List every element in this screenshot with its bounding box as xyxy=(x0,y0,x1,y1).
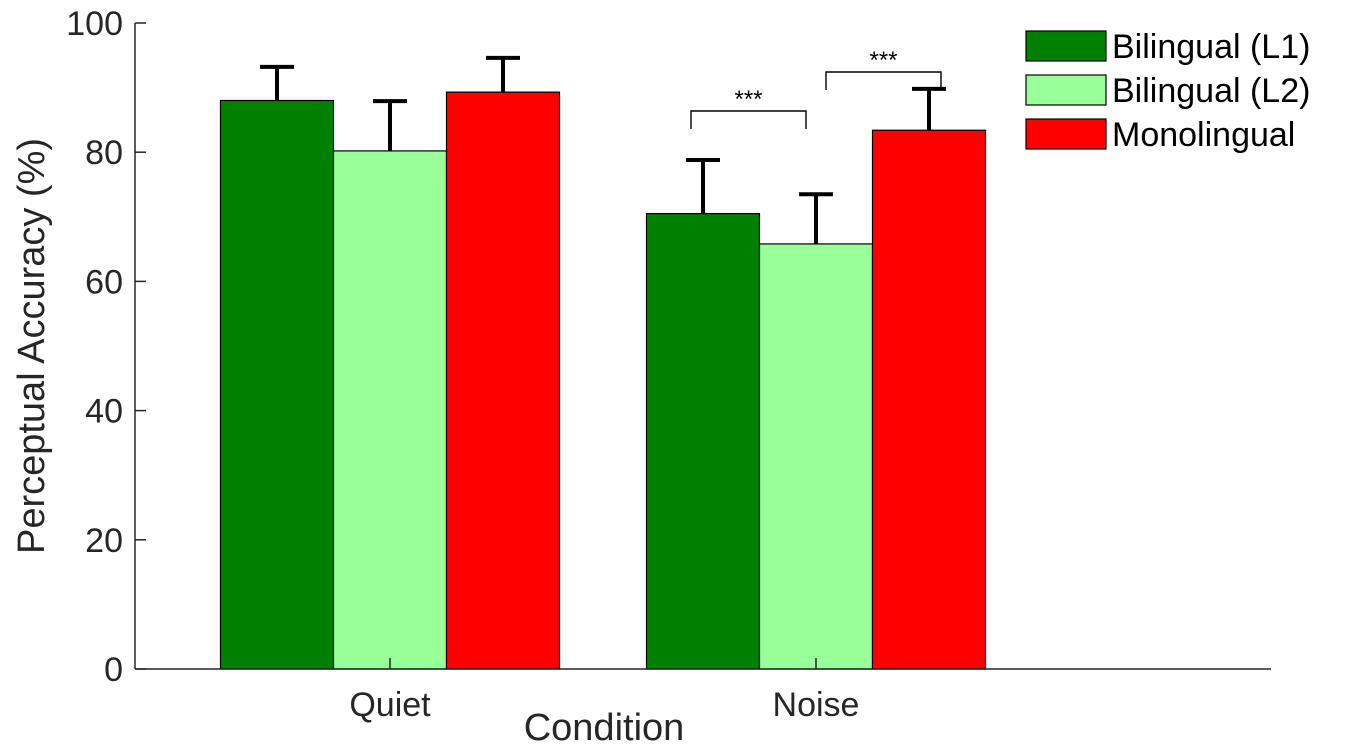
x-ticks-layer: Quiet Noise xyxy=(349,658,859,724)
legend-swatch-series-1 xyxy=(1025,74,1107,106)
y-ticks-layer: 0 20 40 60 80 100 xyxy=(66,5,146,689)
y-tick-label: 100 xyxy=(66,5,123,43)
error-bars-layer xyxy=(260,55,946,244)
bar-noise-series-2 xyxy=(871,129,987,670)
bar-quiet-series-0 xyxy=(219,99,335,670)
significance-bracket xyxy=(825,71,942,90)
legend-swatch-series-0 xyxy=(1025,30,1107,62)
y-tick-label: 0 xyxy=(104,651,123,689)
axes-layer xyxy=(134,23,1271,670)
legend-swatch-series-2 xyxy=(1025,118,1107,150)
legend-label-series-1: Bilingual (L2) xyxy=(1112,72,1310,110)
bar-quiet-series-1 xyxy=(332,150,448,670)
x-tick-label-noise: Noise xyxy=(773,686,860,724)
bar-quiet-series-2 xyxy=(445,91,561,670)
significance-label: *** xyxy=(734,86,762,113)
y-tick-label: 80 xyxy=(85,134,123,172)
legend: Bilingual (L1) Bilingual (L2) Monolingual xyxy=(1025,28,1310,154)
legend-label-series-0: Bilingual (L1) xyxy=(1112,28,1310,66)
bar-noise-series-0 xyxy=(645,212,761,670)
bar-noise-series-1 xyxy=(758,243,874,670)
y-axis-title: Perceptual Accuracy (%) xyxy=(11,138,53,554)
y-tick-label: 60 xyxy=(85,263,123,301)
x-axis-title: Condition xyxy=(524,707,685,746)
significance-label: *** xyxy=(869,47,897,74)
bars-layer xyxy=(219,91,987,670)
significance-bracket xyxy=(690,110,807,129)
y-tick-label: 20 xyxy=(85,522,123,560)
significance-layer: *** *** xyxy=(690,47,942,129)
x-tick-label-quiet: Quiet xyxy=(349,686,431,724)
y-tick-label: 40 xyxy=(85,393,123,431)
legend-label-series-2: Monolingual xyxy=(1112,116,1295,154)
